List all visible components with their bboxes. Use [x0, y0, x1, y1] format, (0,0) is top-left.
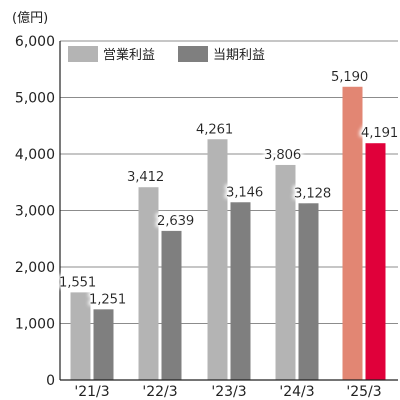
bar-operating-profit — [207, 139, 228, 380]
bar-net-profit — [298, 203, 319, 380]
bar-net-profit — [230, 202, 251, 380]
x-tick-label: '24/3 — [279, 384, 314, 400]
axes: (億円) 0 1,000 2,000 3,000 4,000 5,000 6,000 '21/3… — [12, 10, 398, 400]
y-tick-label: 2,000 — [15, 260, 55, 276]
y-axis-unit-label: (億円) — [12, 10, 48, 26]
bar-net-profit — [93, 309, 114, 380]
y-tick-label: 5,000 — [15, 91, 55, 107]
y-tick-label: 0 — [46, 373, 55, 389]
x-tick-label: '25/3 — [346, 384, 381, 400]
x-tick-label: '23/3 — [211, 384, 246, 400]
bar-operating-profit — [275, 164, 296, 380]
bar-operating-profit — [138, 187, 159, 380]
y-tick-label: 1,000 — [15, 317, 55, 333]
x-tick-label: '21/3 — [74, 384, 109, 400]
y-tick-label: 3,000 — [15, 204, 55, 220]
data-label: 3,806 — [264, 147, 301, 163]
bar-net-profit — [365, 143, 386, 380]
x-tick-label: '22/3 — [142, 384, 177, 400]
bar-operating-profit — [342, 86, 363, 380]
data-label: 5,190 — [331, 69, 368, 85]
bar-net-profit — [161, 230, 182, 380]
gridlines — [60, 40, 398, 324]
data-label: 3,128 — [294, 185, 331, 201]
bar-operating-profit — [70, 292, 91, 380]
data-label: 1,551 — [59, 274, 96, 290]
data-label: 4,191 — [361, 125, 398, 141]
legend-label: 営業利益 — [103, 47, 155, 63]
data-label: 1,251 — [89, 291, 126, 307]
legend-swatch — [68, 46, 98, 62]
data-label: 3,146 — [226, 184, 263, 200]
data-label: 3,412 — [127, 169, 164, 185]
legend-swatch — [178, 46, 208, 62]
y-tick-label: 4,000 — [15, 147, 55, 163]
legend: 営業利益 当期利益 — [68, 46, 265, 63]
bars — [70, 86, 386, 380]
data-label: 2,639 — [157, 213, 194, 229]
data-label: 4,261 — [196, 121, 233, 137]
y-tick-label: 6,000 — [15, 34, 55, 50]
legend-label: 当期利益 — [213, 48, 265, 63]
